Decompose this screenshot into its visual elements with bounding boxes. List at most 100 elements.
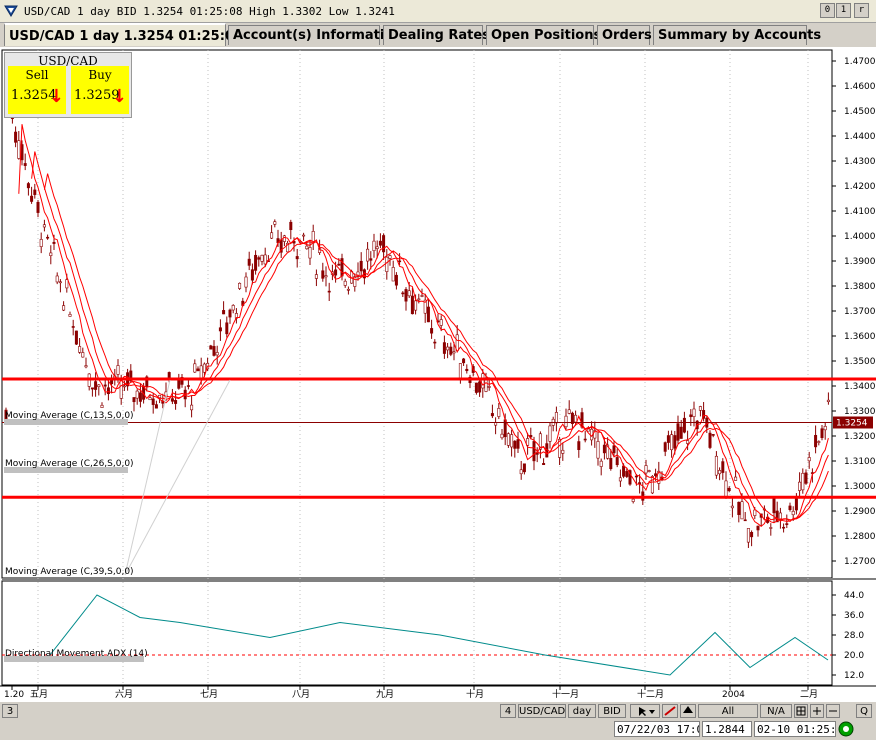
candle xyxy=(196,368,200,372)
candle xyxy=(212,346,216,356)
adx-label[interactable]: Directional Movement ADX (14) xyxy=(5,649,148,659)
candle xyxy=(564,415,568,428)
candle xyxy=(106,387,110,395)
candle xyxy=(375,246,379,249)
candle xyxy=(554,412,558,424)
candle xyxy=(68,314,72,317)
candle xyxy=(193,363,197,373)
candle xyxy=(593,430,597,439)
price-chart[interactable]: 1.4700 1.4600 1.4500 1.4400 1.4300 1.4200 1.41… xyxy=(0,47,876,702)
tab-accounts-information[interactable]: Account(s) Information xyxy=(228,25,403,45)
tab-dealing-rates[interactable]: Dealing Rates xyxy=(383,25,490,45)
chart-area[interactable]: 1.4700 1.4600 1.4500 1.4400 1.4300 1.4200 1.41… xyxy=(0,47,876,702)
candle xyxy=(353,276,357,287)
ma13-label[interactable]: Moving Average (C,13,S,0,0) xyxy=(5,411,134,421)
period-count-button[interactable]: 4 xyxy=(500,704,516,718)
minimize-button[interactable]: 0 xyxy=(820,3,835,18)
candle xyxy=(666,435,670,443)
candle xyxy=(398,260,402,263)
candle xyxy=(740,501,744,520)
status-bar: 3 4 USD/CAD day BID All N/A Q 07/22/03 1… xyxy=(0,702,876,740)
candle xyxy=(746,528,750,543)
candle xyxy=(417,298,421,301)
moving-average-line-2 xyxy=(31,151,829,524)
adx-tick-label: 12.0 xyxy=(844,671,864,681)
candle xyxy=(423,299,427,314)
candle xyxy=(314,274,318,279)
time-tick-label: 1.20 xyxy=(4,690,24,700)
draw-tool-button[interactable] xyxy=(662,704,678,718)
candle xyxy=(734,476,738,481)
line-tool-icon xyxy=(664,706,676,716)
candle xyxy=(452,351,456,354)
connection-status-icon xyxy=(838,721,854,737)
candle xyxy=(158,394,162,398)
candle xyxy=(65,279,69,289)
candle xyxy=(775,510,779,523)
buy-down-arrow-icon: ↓ xyxy=(111,86,127,107)
candle xyxy=(148,397,152,401)
candle xyxy=(782,526,786,529)
candle xyxy=(817,441,821,443)
adx-tick-label: 44.0 xyxy=(844,591,864,601)
candle xyxy=(679,426,683,439)
candle xyxy=(94,381,98,390)
candle xyxy=(686,440,690,444)
candle xyxy=(506,433,510,446)
candle xyxy=(327,290,331,293)
candle xyxy=(151,398,155,405)
symbol-button[interactable]: USD/CAD xyxy=(518,704,566,718)
price-tick-label: 1.3100 xyxy=(844,457,876,467)
arrow-up-icon xyxy=(683,706,693,713)
candle xyxy=(730,505,734,509)
price-tick-label: 1.4600 xyxy=(844,82,876,92)
candle xyxy=(247,258,251,266)
candle xyxy=(682,417,686,433)
zoom-in-button[interactable] xyxy=(810,704,824,718)
tab-chart[interactable]: USD/CAD 1 day 1.3254 01:25:08 xyxy=(4,23,243,46)
candle xyxy=(426,306,430,323)
na-button[interactable]: N/A xyxy=(760,704,792,718)
server-time: 02-10 01:25:34 xyxy=(754,721,836,737)
buy-panel[interactable]: Buy 1.3259 ↓ xyxy=(71,66,129,114)
q-button[interactable]: Q xyxy=(856,704,872,718)
adx-tick-label: 28.0 xyxy=(844,631,864,641)
candle xyxy=(820,428,824,438)
cursor-tool-button[interactable] xyxy=(630,704,660,718)
candle xyxy=(609,457,613,470)
tab-open-positions[interactable]: Open Positions xyxy=(486,25,601,45)
grid-button[interactable] xyxy=(794,704,808,718)
up-arrow-button[interactable] xyxy=(680,704,696,718)
all-button[interactable]: All xyxy=(698,704,758,718)
price-tick-label: 1.3500 xyxy=(844,357,876,367)
candle xyxy=(222,310,226,315)
candle xyxy=(209,345,213,350)
price-side-button[interactable]: BID xyxy=(598,704,626,718)
candle xyxy=(218,327,222,332)
price-tick-label: 1.3600 xyxy=(844,332,876,342)
ma26-label[interactable]: Moving Average (C,26,S,0,0) xyxy=(5,459,134,469)
candle xyxy=(404,289,408,302)
candle xyxy=(170,398,174,402)
candle xyxy=(414,300,418,311)
candle xyxy=(17,140,21,159)
ma39-label[interactable]: Moving Average (C,39,S,0,0) xyxy=(5,567,134,577)
chart-count-button[interactable]: 3 xyxy=(2,704,18,718)
candle xyxy=(138,392,142,402)
candle xyxy=(58,281,62,284)
candle xyxy=(814,434,818,448)
candle xyxy=(500,433,504,439)
candle xyxy=(270,232,274,239)
candle xyxy=(798,481,802,491)
zoom-out-button[interactable] xyxy=(826,704,840,718)
candle xyxy=(634,475,638,478)
time-tick-label: 七月 xyxy=(200,689,218,700)
close-button[interactable]: r xyxy=(854,3,869,18)
timeframe-button[interactable]: day xyxy=(568,704,596,718)
candle xyxy=(199,365,203,379)
sell-panel[interactable]: Sell 1.3254 ↓ xyxy=(8,66,66,114)
candle xyxy=(753,509,757,516)
maximize-button[interactable]: 1 xyxy=(836,3,851,18)
tab-summary-by-accounts[interactable]: Summary by Accounts xyxy=(653,25,821,45)
tab-orders[interactable]: Orders xyxy=(597,25,652,45)
